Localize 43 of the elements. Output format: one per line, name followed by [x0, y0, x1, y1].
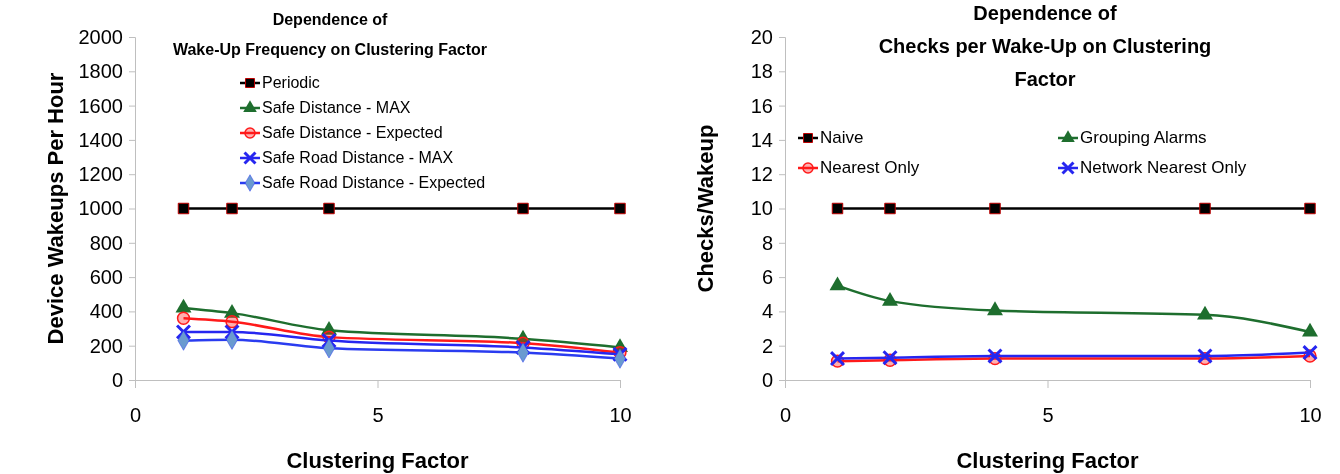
chart-title: Dependence of Wake-Up Frequency on Clustering Factor	[172, 11, 488, 58]
y-tick-label: 1600	[78, 94, 123, 117]
legend-label: Safe Distance - MAX	[262, 99, 411, 116]
y-tick-label: 12	[750, 163, 773, 186]
y-tick-label: 10	[750, 197, 773, 220]
y-tick-label: 6	[761, 266, 773, 288]
legend-label: Nearest Only	[820, 158, 920, 177]
y-axis-title: Device Wakeups Per Hour	[43, 72, 68, 345]
x-tick-label: 10	[1299, 404, 1322, 427]
y-tick-label: 18	[750, 60, 773, 83]
legend-label: Grouping Alarms	[1080, 128, 1207, 147]
x-tick-label: 5	[372, 404, 384, 427]
y-tick-label: 1400	[78, 128, 123, 151]
legend-label: Naive	[820, 128, 864, 147]
y-tick-label: 0	[761, 368, 773, 391]
x-axis-title: Clustering Factor	[286, 448, 469, 473]
x-tick-label: 10	[609, 404, 632, 427]
x-tick-label: 0	[129, 404, 142, 427]
legend-label: Network Nearest Only	[1080, 158, 1247, 177]
y-tick-label: 2	[761, 334, 773, 357]
y-tick-label: 14	[750, 128, 773, 151]
legend-label: Safe Road Distance - MAX	[262, 149, 454, 166]
y-axis-title: Checks/Wakeup	[693, 124, 718, 293]
y-tick-label: 1800	[78, 60, 123, 83]
y-tick-label: 1000	[78, 197, 123, 220]
y-tick-label: 20	[750, 25, 773, 48]
y-tick-label: 200	[89, 334, 123, 357]
y-tick-label: 600	[89, 266, 123, 288]
legend-label: Safe Distance - Expected	[262, 124, 443, 141]
x-axis-title: Clustering Factor	[956, 448, 1139, 473]
y-tick-label: 2000	[78, 25, 123, 48]
y-tick-label: 8	[761, 231, 773, 254]
y-tick-label: 16	[750, 94, 773, 117]
y-tick-label: 400	[89, 300, 123, 323]
y-tick-label: 0	[111, 368, 123, 391]
y-tick-label: 1200	[78, 163, 123, 186]
chart-title: Dependence of Checks per Wake-Up on Clustering Factor	[878, 2, 1212, 90]
legend-label: Periodic	[262, 74, 320, 91]
x-tick-label: 0	[779, 404, 792, 427]
y-tick-label: 4	[761, 300, 773, 323]
legend-label: Safe Road Distance - Expected	[262, 174, 486, 191]
y-tick-label: 800	[89, 231, 123, 254]
x-tick-label: 5	[1042, 404, 1054, 427]
